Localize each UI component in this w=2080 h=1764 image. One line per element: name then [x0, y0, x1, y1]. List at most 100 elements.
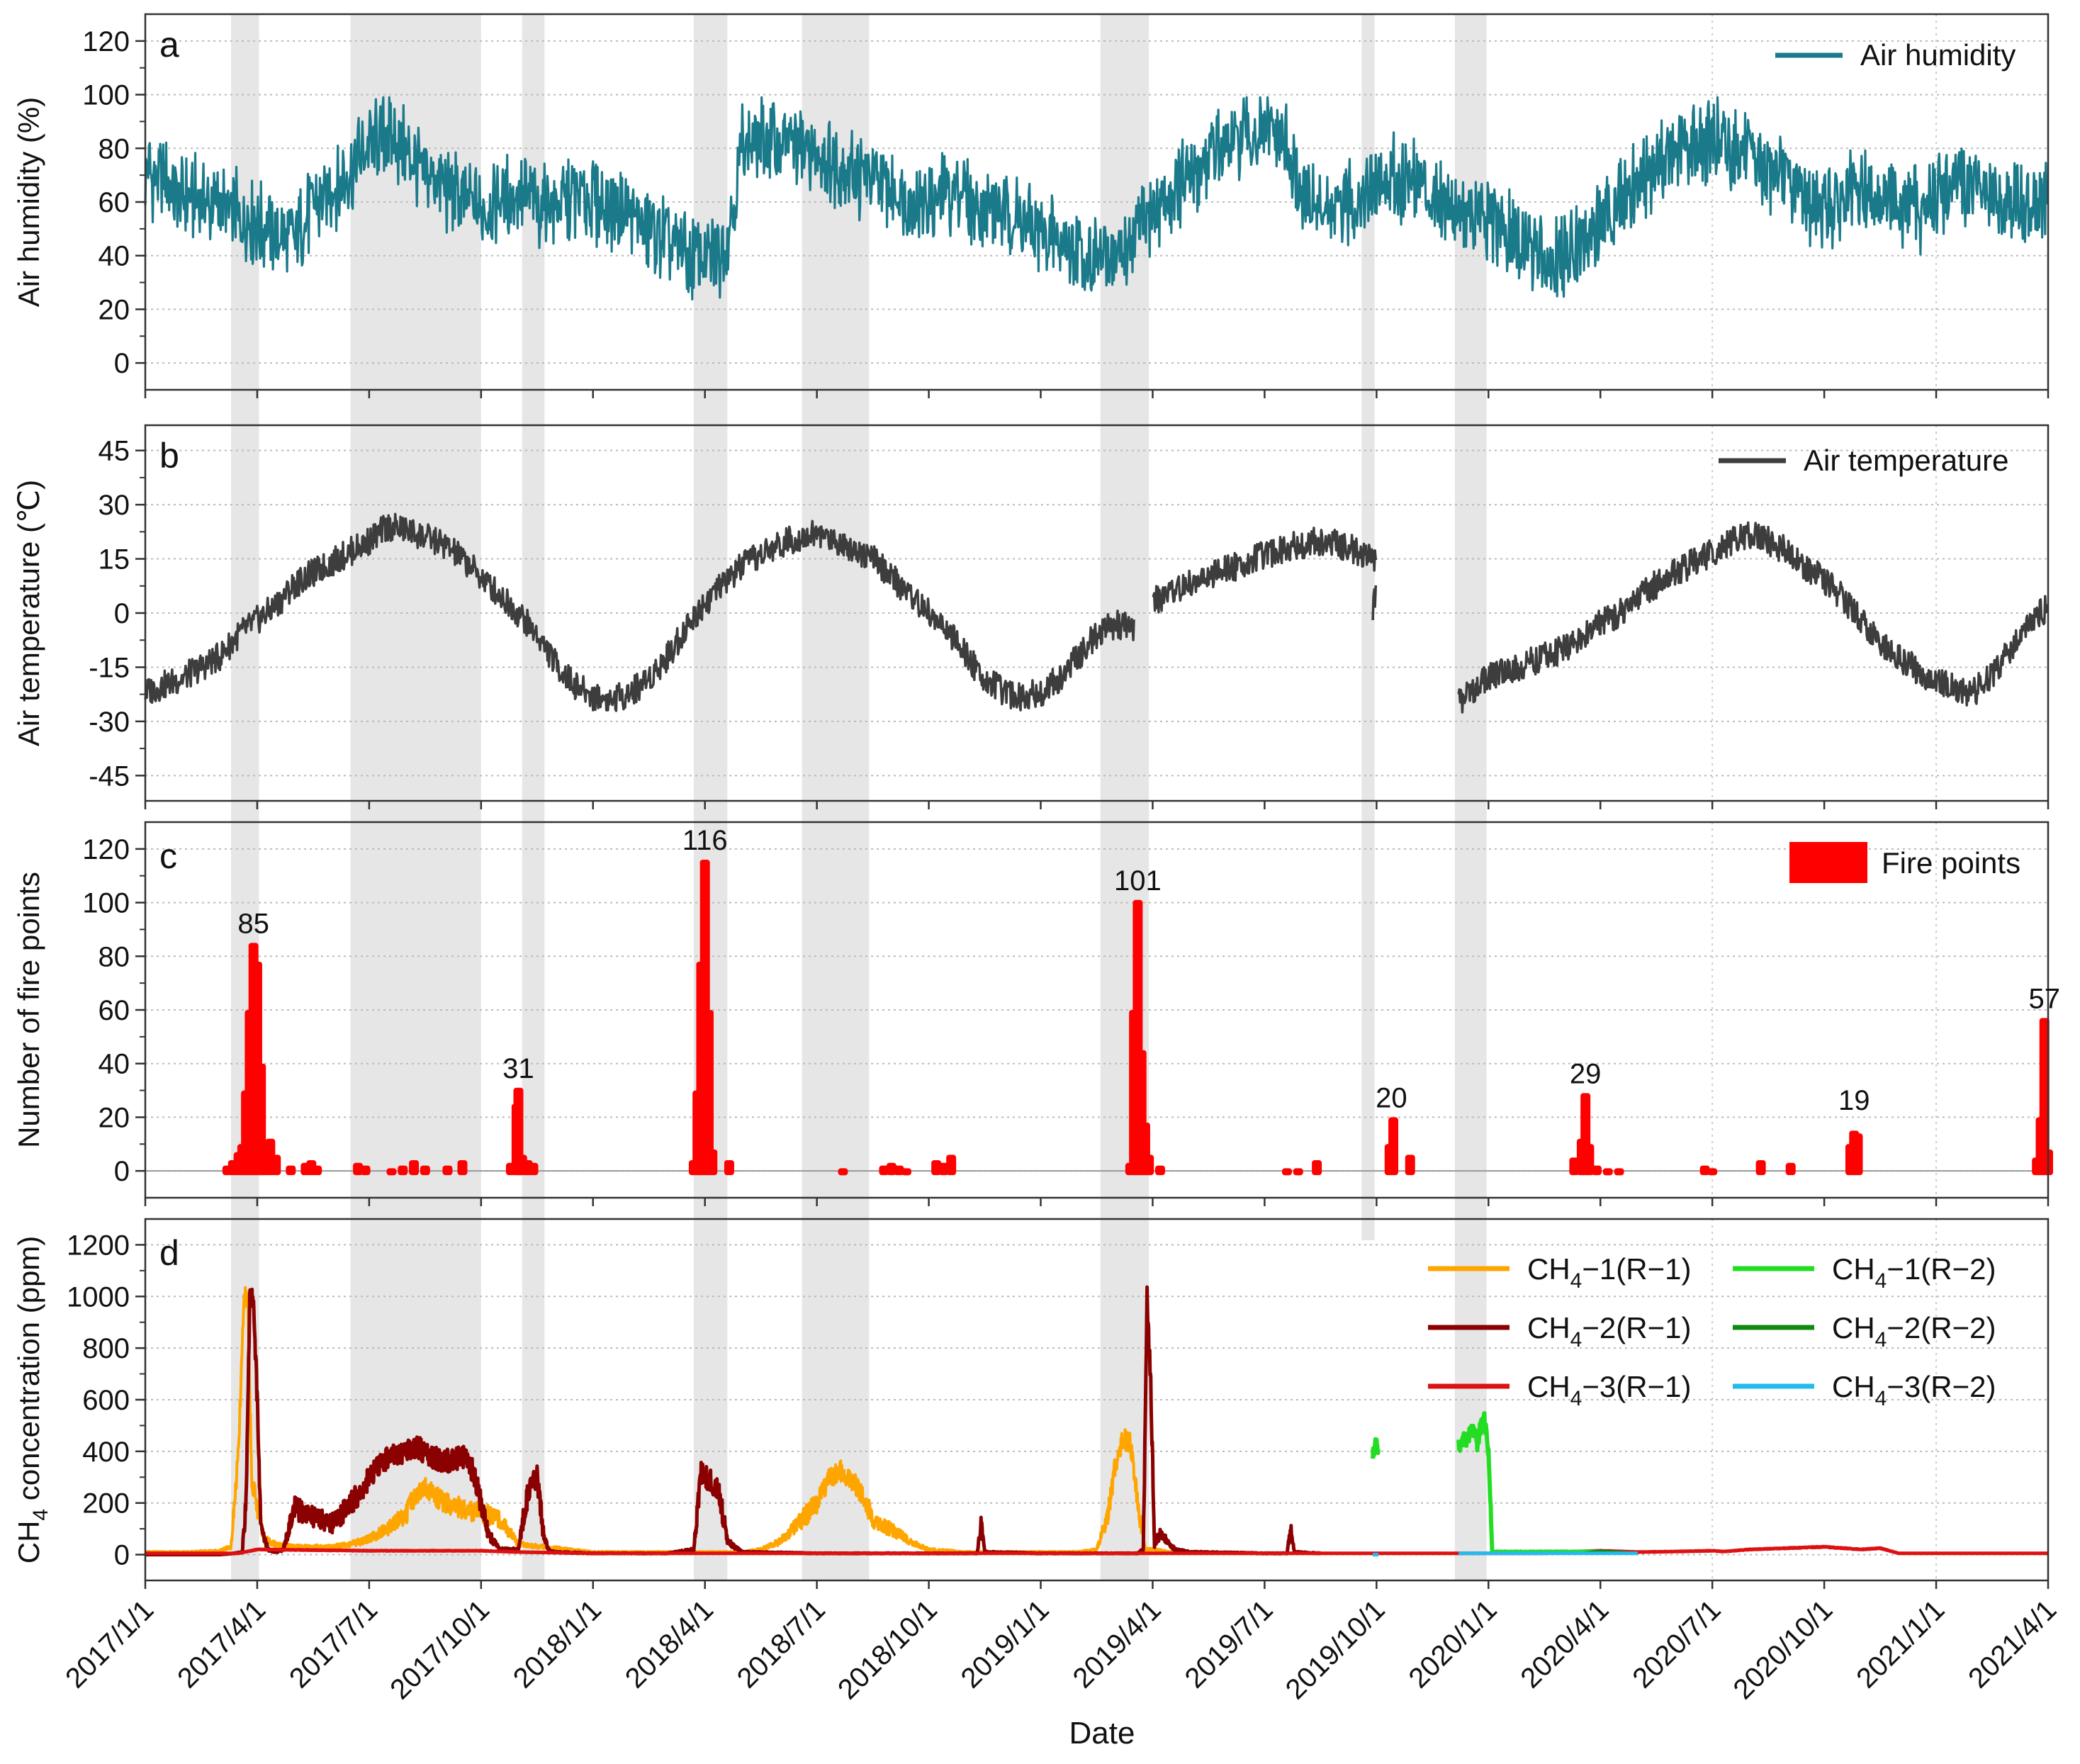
shaded-period — [1454, 14, 1487, 1580]
temperature-series-line — [1457, 521, 2049, 714]
fire-bar — [420, 1165, 430, 1176]
legend-label-fire: Fire points — [1882, 846, 2020, 880]
y-tick-label: -30 — [89, 707, 130, 738]
legend-label-part: CH — [1832, 1311, 1875, 1344]
x-tick-label: 2021/4/1 — [1962, 1594, 2062, 1694]
y-tick-label: 15 — [99, 544, 130, 575]
y-tick-label: 0 — [114, 1156, 130, 1187]
x-tick-label: 2018/7/1 — [731, 1594, 831, 1694]
legend-label-temperature: Air temperature — [1804, 444, 2008, 477]
x-tick-label: 2017/10/1 — [384, 1594, 495, 1705]
x-tick-label: 2017/1/1 — [60, 1594, 159, 1694]
y-tick-label: 40 — [99, 241, 130, 272]
y-tick-label: 80 — [99, 941, 130, 972]
y-tick-label: 800 — [82, 1333, 130, 1364]
x-tick-label: 2018/4/1 — [619, 1594, 719, 1694]
y-axis-title-part: CH — [12, 1521, 45, 1564]
y-tick-label: 1200 — [67, 1230, 130, 1261]
legend-label-part: CH — [1832, 1370, 1875, 1403]
y-tick-label: 20 — [99, 294, 130, 325]
fire-bar — [886, 1162, 896, 1176]
panel-letter: d — [159, 1233, 179, 1273]
legend-label-part: −2(R−2) — [1887, 1311, 1996, 1344]
fire-bar — [1591, 1165, 1602, 1176]
fire-peak-label: 101 — [1114, 865, 1162, 897]
x-tick-label: 2019/7/1 — [1179, 1594, 1279, 1694]
fire-bar — [946, 1155, 957, 1176]
legend-label-subscript: 4 — [1875, 1269, 1887, 1293]
fire-peak-label: 57 — [2028, 983, 2060, 1014]
x-tick-label: 2019/1/1 — [955, 1594, 1055, 1694]
x-tick-label: 2021/1/1 — [1850, 1594, 1950, 1694]
y-tick-label: 100 — [82, 80, 130, 111]
x-axis-title: Date — [1069, 1716, 1135, 1751]
x-tick-label: 2017/7/1 — [283, 1594, 383, 1694]
fire-bar — [386, 1168, 397, 1176]
fire-bar — [1388, 1117, 1399, 1176]
fire-bar — [442, 1165, 453, 1176]
legend-label-subscript: 4 — [1570, 1387, 1583, 1410]
fire-bar — [1699, 1165, 1710, 1176]
panel-letter: b — [159, 436, 179, 476]
fire-bar — [2039, 1018, 2050, 1176]
fire-bar — [724, 1160, 734, 1176]
y-tick-label: 0 — [114, 1540, 130, 1571]
y-tick-label: 200 — [82, 1488, 130, 1519]
fire-bar — [1584, 1144, 1595, 1176]
x-tick-label: 2018/1/1 — [507, 1594, 607, 1694]
fire-bar — [1405, 1155, 1415, 1176]
shaded-period — [522, 14, 545, 1580]
fire-bar — [1785, 1162, 1796, 1176]
fire-bar — [1707, 1168, 1718, 1176]
fire-bar — [513, 1087, 524, 1176]
y-axis-title-part: concentration (ppm) — [12, 1236, 45, 1509]
x-tick-label: 2018/10/1 — [832, 1594, 943, 1705]
fire-bar — [1293, 1168, 1303, 1176]
fire-bar — [879, 1165, 889, 1176]
temperature-series-line — [144, 512, 1135, 712]
legend-label-humidity: Air humidity — [1860, 38, 2016, 72]
y-tick-label: 1000 — [67, 1281, 130, 1313]
y-tick-label: 600 — [82, 1385, 130, 1416]
fire-bar — [286, 1165, 296, 1176]
legend-label-subscript: 4 — [1875, 1328, 1887, 1352]
legend-swatch-fire — [1789, 842, 1867, 883]
fire-bar — [1602, 1168, 1613, 1176]
legend-label-ch4: CH4−1(R−1) — [1527, 1252, 1691, 1293]
legend-label-part: −2(R−1) — [1582, 1311, 1691, 1344]
legend-label-subscript: 4 — [1570, 1328, 1583, 1352]
fire-peak-label: 116 — [682, 825, 728, 856]
legend-label-part: −1(R−1) — [1582, 1252, 1691, 1286]
data-layer — [144, 96, 2053, 1557]
y-tick-label: 40 — [99, 1049, 130, 1080]
x-tick-label: 2017/4/1 — [172, 1594, 271, 1694]
legend-label-part: CH — [1832, 1252, 1875, 1286]
y-axis-title: CH4 concentration (ppm) — [12, 1236, 52, 1564]
gridlines — [145, 14, 2048, 1580]
fire-peak-label: 29 — [1570, 1058, 1602, 1089]
fire-bar — [1312, 1160, 1322, 1176]
y-tick-label: -45 — [89, 760, 130, 792]
fire-bar — [901, 1168, 911, 1176]
fire-peak-label: 20 — [1376, 1082, 1407, 1113]
fire-bar — [707, 1149, 718, 1176]
fire-bar — [353, 1162, 364, 1176]
y-tick-label: 0 — [114, 598, 130, 629]
legend-label-part: −3(R−2) — [1887, 1370, 1996, 1403]
y-tick-label: 60 — [99, 187, 130, 218]
fire-bar — [931, 1160, 942, 1176]
y-tick-label: 20 — [99, 1102, 130, 1133]
fire-bar — [1853, 1133, 1863, 1176]
fire-peak-label: 31 — [502, 1053, 534, 1084]
legend-label-subscript: 4 — [1875, 1387, 1887, 1410]
panel-letter: a — [159, 25, 179, 64]
fire-bar — [703, 1010, 714, 1176]
fire-bar — [894, 1165, 904, 1176]
y-tick-label: 400 — [82, 1437, 130, 1468]
fire-bar — [1755, 1160, 1766, 1176]
y-tick-label: 0 — [114, 348, 130, 379]
y-axis-title-subscript: 4 — [29, 1509, 52, 1521]
y-tick-label: 100 — [82, 888, 130, 919]
temperature-series-line — [1152, 527, 1378, 614]
